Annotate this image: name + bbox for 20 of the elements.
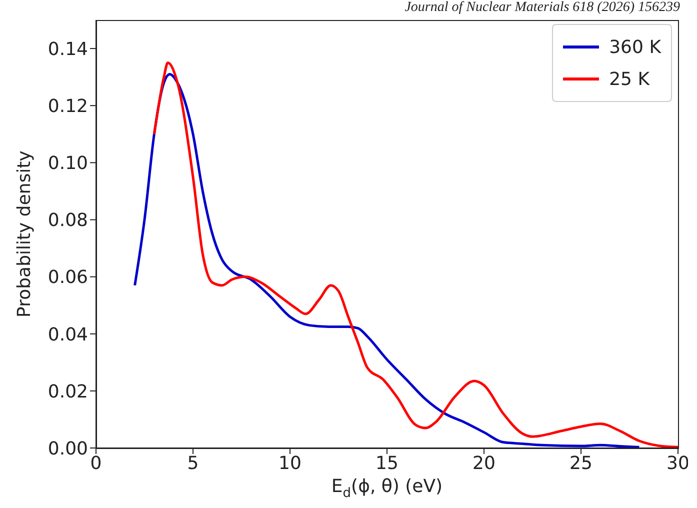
y-tick-label: 0.14 [48, 38, 88, 60]
x-tick-label: 25 [570, 452, 592, 474]
x-tick-label: 15 [376, 452, 398, 474]
y-tick-label: 0.10 [48, 153, 88, 174]
legend-label: 25 K [609, 68, 650, 90]
y-tick-label: 0.12 [48, 96, 88, 117]
x-tick-label: 20 [472, 452, 496, 474]
x-tick-label: 30 [666, 452, 690, 474]
x-tick-label: 0 [90, 452, 102, 474]
y-tick-label: 0.06 [48, 267, 88, 288]
y-tick-label: 0.00 [48, 438, 88, 460]
y-tick-label: 0.08 [48, 210, 88, 232]
legend-label: 360 K [609, 36, 661, 58]
x-tick-label: 10 [278, 452, 302, 474]
text: Journal of Nuclear Materials 618 (2026) 156239 [404, 0, 680, 16]
x-axis-title: E$_{d}$(ϕ, θ) (eV) [331, 476, 443, 501]
y-tick-label: 0.02 [48, 381, 88, 402]
y-axis-title: Probability density [14, 150, 35, 318]
x-tick-label: 5 [187, 452, 199, 474]
y-tick-label: 0.04 [48, 324, 88, 346]
